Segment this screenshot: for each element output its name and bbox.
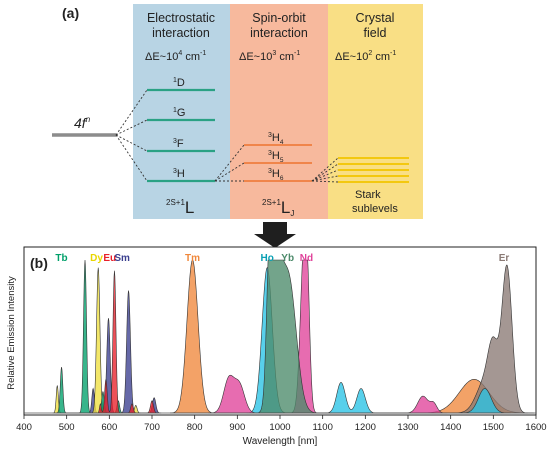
element-label-tb: Tb	[55, 253, 67, 264]
element-label-er: Er	[499, 253, 510, 264]
stark-connectors	[311, 157, 339, 183]
column-1-energy: ΔE~104 cm-1	[145, 50, 206, 63]
column-2-title-line1: Spin-orbit	[252, 11, 306, 25]
x-tick-label-1000: 1000	[269, 422, 290, 433]
y-axis-label: Relative Emission Intensity	[6, 276, 17, 390]
configuration-label: 4fn	[74, 115, 91, 131]
x-tick-label-500: 500	[59, 422, 75, 433]
level-label-3H5: 3H5	[268, 150, 284, 164]
element-label-sm: Sm	[114, 253, 130, 264]
term-label-1G: 1G	[173, 107, 185, 119]
level-connectors	[214, 144, 245, 182]
x-axis-label: Wavelength [nm]	[243, 436, 318, 447]
level-label-3H6: 3H6	[268, 168, 284, 182]
term-label-3F: 3F	[173, 138, 184, 150]
down-arrow-icon	[254, 222, 296, 248]
column-spin-orbit	[230, 4, 328, 219]
level-lines	[244, 144, 312, 182]
column-1-title-line2: interaction	[152, 26, 210, 40]
x-tick-label-1100: 1100	[312, 422, 332, 433]
x-tick-label-700: 700	[144, 422, 160, 433]
level-label-3H4: 3H4	[268, 132, 284, 146]
column-1-title-line1: Electrostatic	[147, 11, 215, 25]
x-tick-label-1300: 1300	[397, 422, 418, 433]
x-tick-label-1400: 1400	[440, 422, 461, 433]
element-label-yb: Yb	[281, 253, 294, 264]
x-tick-label-1600: 1600	[525, 422, 546, 433]
stark-lines	[338, 157, 409, 183]
spectrum-yb	[255, 259, 320, 414]
panel-b: (b) Relative Emission Intensity Waveleng…	[6, 246, 547, 447]
column-3-energy: ΔE~102 cm-1	[335, 50, 396, 63]
stark-label-line2: sublevels	[352, 203, 398, 215]
element-label-eu: Eu	[103, 253, 116, 264]
column-2-title-line2: interaction	[250, 26, 308, 40]
term-label-1D: 1D	[173, 77, 185, 89]
term-lines	[147, 88, 215, 183]
term-symbol: 2S+1L	[166, 198, 194, 217]
stark-label-line1: Stark	[355, 189, 381, 201]
level-symbol: 2S+1LJ	[262, 198, 294, 218]
element-label-dy: Dy	[90, 253, 103, 264]
panel-b-label: (b)	[30, 255, 48, 271]
spectra	[24, 259, 536, 414]
x-tick-label-800: 800	[187, 422, 203, 433]
column-crystal-field	[328, 4, 423, 219]
x-tick-label-1500: 1500	[483, 422, 504, 433]
element-label-nd: Nd	[300, 253, 313, 264]
x-tick-label-1200: 1200	[355, 422, 376, 433]
column-3-title-line2: field	[364, 26, 387, 40]
spectrum-er	[450, 264, 528, 414]
panel-a-label: (a)	[62, 5, 79, 21]
term-label-3H: 3H	[173, 168, 185, 180]
x-tick-label-600: 600	[101, 422, 117, 433]
element-label-tm: Tm	[185, 253, 200, 264]
column-2-energy: ΔE~103 cm-1	[239, 50, 300, 63]
column-3-title-line1: Crystal	[356, 11, 395, 25]
x-tick-label-400: 400	[16, 422, 32, 433]
column-electrostatic	[133, 4, 230, 219]
element-label-ho: Ho	[261, 253, 274, 264]
panel-a: (a) Electrostatic interaction Spin-orbit…	[52, 4, 423, 248]
term-connectors	[115, 89, 148, 182]
x-tick-label-900: 900	[229, 422, 245, 433]
x-axis-ticks: 400 500 600 700 800 900 1000 1100 1200 1300 1400 15…	[16, 415, 547, 433]
